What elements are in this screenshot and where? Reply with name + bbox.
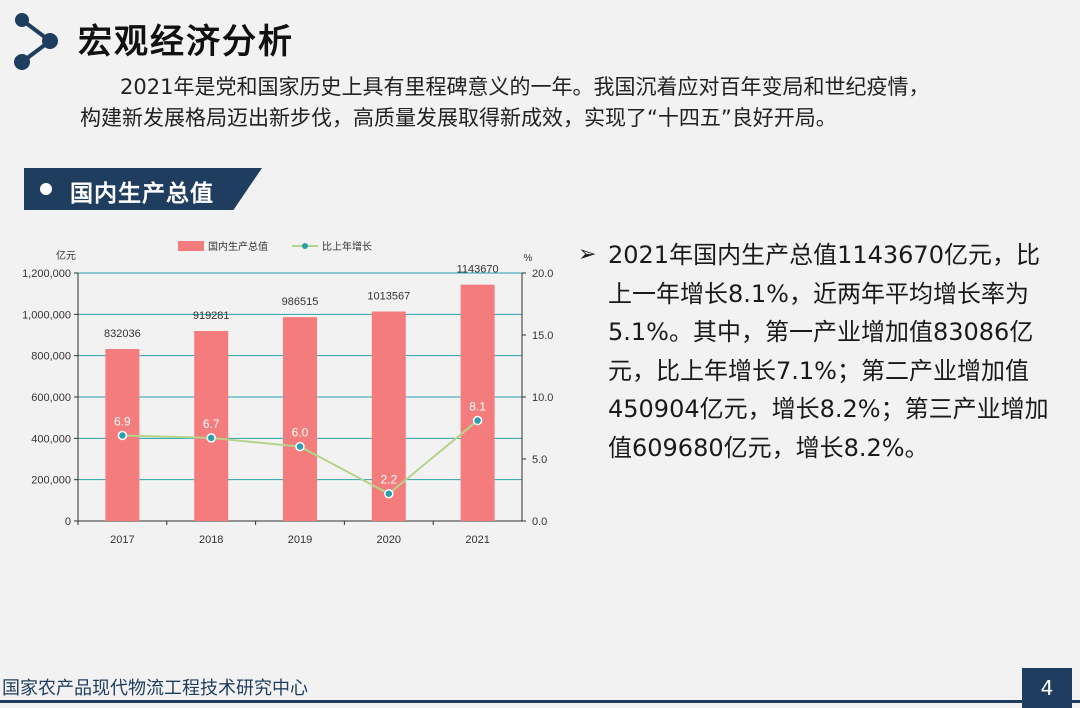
bar-value-label: 1013567 bbox=[367, 291, 410, 303]
growth-rate-point-2018 bbox=[206, 433, 216, 443]
growth-rate-point-2020 bbox=[384, 488, 394, 499]
network-nodes-icon bbox=[14, 13, 58, 70]
page-title: 宏观经济分析 bbox=[78, 22, 294, 62]
gdp-chart-svg: 0 200,000 400,000 600,000 800,000 1,000,000 1,… bbox=[22, 240, 553, 546]
growth-rate-point-2021 bbox=[472, 415, 483, 426]
legend-label-gdp: 国内生产总值 bbox=[208, 240, 268, 253]
y-axis-unit-label: 亿元 bbox=[56, 249, 76, 262]
growth-rate-label: 6.9 bbox=[114, 414, 131, 428]
bar-2019 bbox=[283, 317, 317, 521]
x-axis-tick-label: 2018 bbox=[199, 534, 223, 546]
y-axis-tick-label: 0 bbox=[65, 516, 71, 528]
bar-value-label: 919281 bbox=[193, 310, 230, 322]
summary-text: 2021年国内生产总值1143670亿元，比上一年增长8.1%，近两年平均增长率… bbox=[608, 241, 1049, 462]
intro-paragraph: 2021年是党和国家历史上具有里程碑意义的一年。我国沉着应对百年变局和世纪疫情，… bbox=[80, 72, 1040, 134]
legend-label-growth: 比上年增长 bbox=[322, 240, 372, 253]
growth-rate-point-2017 bbox=[117, 430, 128, 441]
legend-swatch-gdp bbox=[178, 241, 204, 251]
bar-2021 bbox=[460, 284, 495, 521]
y2-axis-tick-label: 5.0 bbox=[532, 454, 547, 466]
bar-2018 bbox=[194, 331, 229, 521]
y2-axis-tick-label: 10.0 bbox=[532, 392, 553, 404]
y-axis-tick-label: 400,000 bbox=[31, 433, 71, 445]
footer-organization: 国家农产品现代物流工程技术研究中心 bbox=[2, 678, 308, 699]
y2-axis-tick-label: 15.0 bbox=[532, 330, 553, 342]
y-axis-tick-label: 1,000,000 bbox=[22, 309, 71, 321]
bar-2020 bbox=[371, 311, 406, 521]
growth-rate-label: 6.0 bbox=[292, 426, 309, 440]
page-number: 4 bbox=[1022, 668, 1072, 708]
summary-block: ➢ 2021年国内生产总值1143670亿元，比上一年增长8.1%，近两年平均增… bbox=[578, 236, 1058, 467]
intro-line-1: 2021年是党和国家历史上具有里程碑意义的一年。我国沉着应对百年变局和世纪疫情， bbox=[120, 75, 930, 99]
x-axis-tick-label: 2020 bbox=[377, 534, 401, 546]
bullet-dot-icon bbox=[40, 183, 52, 195]
y-axis-tick-label: 200,000 bbox=[31, 475, 71, 487]
x-axis-tick-label: 2021 bbox=[465, 534, 489, 546]
growth-rate-point-2019 bbox=[295, 441, 305, 452]
y2-axis-unit-label: % bbox=[524, 253, 533, 264]
growth-rate-label: 6.7 bbox=[203, 417, 220, 431]
legend-swatch-growth-marker bbox=[302, 243, 308, 249]
growth-rate-label: 8.1 bbox=[469, 400, 486, 414]
bar-value-label: 832036 bbox=[104, 328, 141, 340]
y2-axis-tick-label: 20.0 bbox=[532, 268, 553, 280]
y-axis-tick-label: 600,000 bbox=[31, 392, 71, 404]
section-label: 国内生产总值 bbox=[70, 181, 214, 207]
x-axis-tick-label: 2017 bbox=[110, 534, 134, 546]
footer-divider bbox=[0, 700, 1080, 703]
bar-value-label: 986515 bbox=[282, 296, 319, 308]
y-axis-tick-label: 800,000 bbox=[31, 351, 71, 363]
bar-value-label: 1143670 bbox=[457, 264, 499, 276]
gdp-chart: 0 200,000 400,000 600,000 800,000 1,000,000 1,… bbox=[0, 232, 580, 557]
bullet-arrow-icon: ➢ bbox=[578, 242, 597, 267]
section-banner: 国内生产总值 bbox=[24, 168, 262, 210]
y-axis-tick-label: 1,200,000 bbox=[22, 268, 71, 280]
y2-axis-tick-label: 0.0 bbox=[532, 516, 547, 528]
x-axis-tick-label: 2019 bbox=[288, 534, 312, 546]
intro-line-2: 构建新发展格局迈出新步伐，高质量发展取得新成效，实现了“十四五”良好开局。 bbox=[80, 106, 837, 130]
growth-rate-label: 2.2 bbox=[380, 473, 397, 487]
